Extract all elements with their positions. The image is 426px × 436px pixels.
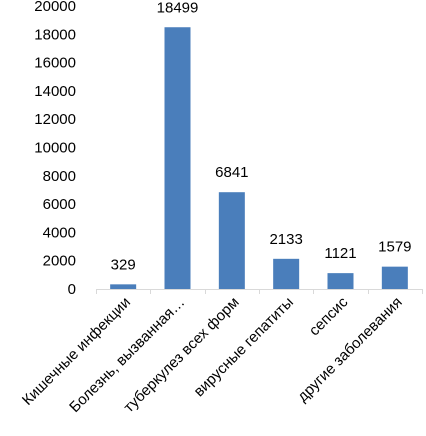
bar [273, 258, 300, 289]
y-tick-label: 4000 [43, 224, 76, 241]
x-axis-tick-marks [96, 289, 423, 294]
bar [164, 27, 191, 290]
x-category-label: вирусные гепатиты [191, 294, 297, 400]
y-tick-label: 20000 [34, 0, 76, 15]
data-label: 18499 [157, 0, 199, 16]
data-labels-group: 329 18499 6841 2133 1121 1579 [111, 0, 412, 273]
y-tick-label: 8000 [43, 168, 76, 185]
y-axis-tick-labels: 0 2000 4000 6000 8000 10000 12000 14000 16000 180… [34, 0, 76, 298]
y-tick-label: 6000 [43, 196, 76, 213]
x-category-label: Кишечные инфекции [19, 294, 134, 409]
bar [327, 273, 354, 289]
y-tick-label: 0 [68, 281, 76, 298]
y-tick-label: 16000 [34, 55, 76, 72]
x-category-label: другие заболевания [294, 294, 405, 405]
data-label: 6841 [215, 164, 248, 181]
y-tick-label: 14000 [34, 83, 76, 100]
y-tick-label: 10000 [34, 140, 76, 157]
data-label: 329 [111, 256, 136, 273]
bar [381, 266, 408, 289]
y-tick-label: 12000 [34, 111, 76, 128]
y-tick-label: 2000 [43, 253, 76, 270]
data-label: 1579 [378, 239, 411, 256]
x-category-label: сепсис [306, 293, 352, 339]
bar [110, 284, 137, 289]
data-label: 2133 [269, 231, 302, 248]
bars-group [110, 27, 408, 290]
y-tick-label: 18000 [34, 26, 76, 43]
data-label: 1121 [324, 245, 356, 262]
bar [218, 192, 245, 289]
